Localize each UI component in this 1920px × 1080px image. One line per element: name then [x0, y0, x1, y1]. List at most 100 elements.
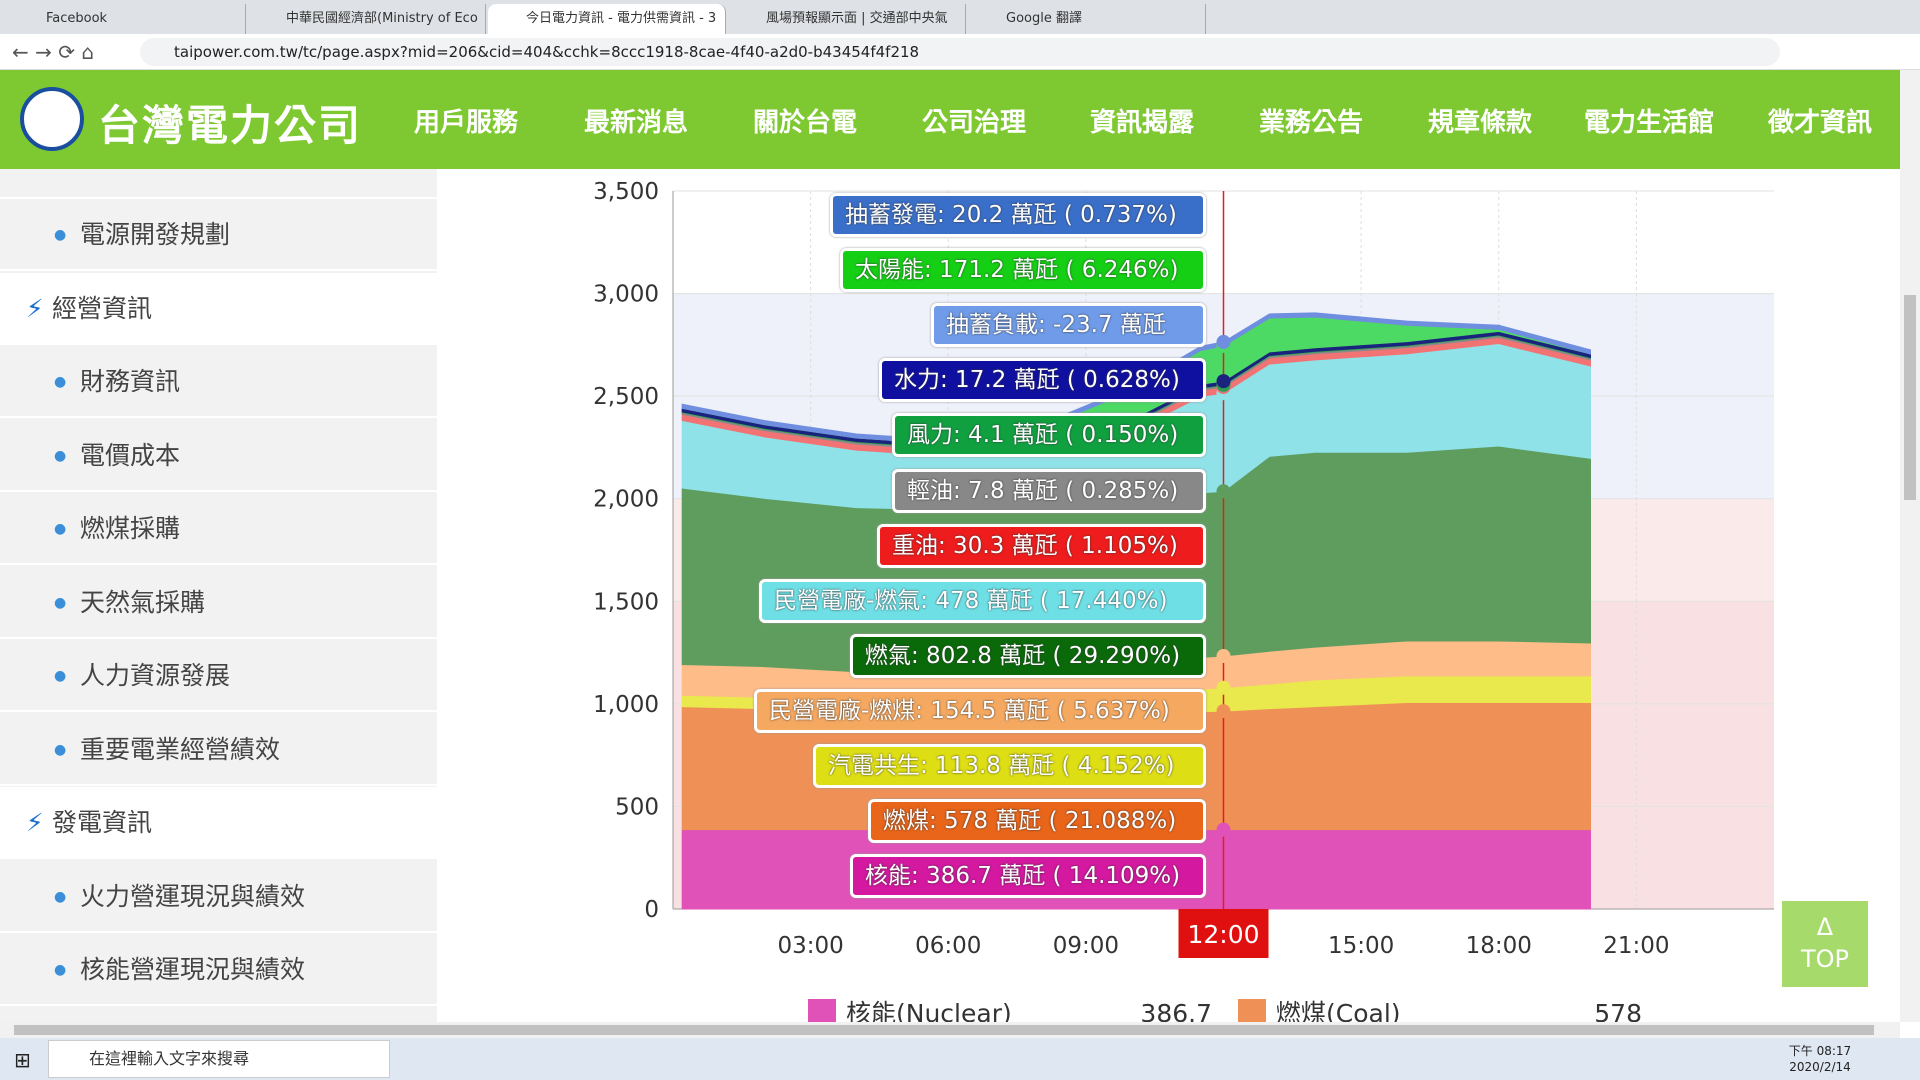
start-button[interactable]: ⊞	[14, 1048, 31, 1072]
sidebar-label: 燃煤採購	[80, 514, 181, 543]
tooltip-entry: 抽蓄負載: -23.7 萬瓩	[931, 303, 1206, 348]
sidebar-item[interactable]: ● 人力資源發展	[0, 640, 437, 712]
hover-dot	[1216, 649, 1231, 664]
legend-swatch	[1238, 999, 1266, 1022]
x-tick-label: 06:00	[915, 933, 981, 959]
top-button[interactable]: Δ TOP	[1782, 901, 1868, 987]
sidebar-label: 核能營運現況與績效	[80, 955, 306, 984]
tooltip-entry: 輕油: 7.8 萬瓩 ( 0.285%)	[892, 468, 1206, 513]
sidebar-item[interactable]: ● 電價成本	[0, 420, 437, 492]
nav-item[interactable]: 關於台電	[752, 108, 858, 138]
tooltip-entry: 水力: 17.2 萬瓩 ( 0.628%)	[879, 358, 1206, 403]
browser-tab[interactable]: Google 翻譯	[968, 4, 1206, 34]
y-tick-label: 0	[644, 897, 659, 923]
sidebar-item[interactable]: ● 火力營運現況與績效	[0, 861, 437, 933]
taskbar: ⊞ 在這裡輸入文字來搜尋 下午 08:17 2020/2/14	[0, 1038, 1920, 1080]
y-tick-label: 500	[615, 794, 659, 820]
hover-dot	[1216, 374, 1231, 389]
tooltip-entry: 重油: 30.3 萬瓩 ( 1.105%)	[877, 523, 1206, 568]
sidebar-item[interactable]: ● 財務資訊	[0, 346, 437, 418]
h-scrollbar[interactable]	[0, 1022, 1900, 1038]
nav-item[interactable]: 資訊揭露	[1089, 108, 1195, 138]
bullet: ●	[54, 962, 67, 978]
bolt-icon: ⚡	[26, 808, 44, 837]
browser-tab[interactable]: Facebook	[8, 4, 246, 34]
sidebar-item[interactable]: ● 天然氣採購	[0, 567, 437, 639]
nav-buttons[interactable]: ← → ⟳ ⌂	[12, 40, 95, 64]
tooltip-entry: 太陽能: 171.2 萬瓩 ( 6.246%)	[840, 248, 1206, 293]
clock-date[interactable]: 2020/2/14	[1789, 1060, 1851, 1074]
x-tick-label: 15:00	[1328, 933, 1394, 959]
browser-tab[interactable]: 中華民國經濟部(Ministry of Eco	[248, 4, 486, 34]
hover-dot	[1216, 704, 1231, 719]
crosshair-label: 12:00	[1187, 920, 1259, 949]
legend-label: 核能(Nuclear)	[846, 999, 1012, 1022]
tab-strip: Facebook 中華民國經濟部(Ministry of Eco 今日電力資訊 - …	[0, 0, 1920, 34]
top-arrow: Δ	[1816, 913, 1834, 941]
sidebar-label: 重要電業經營績效	[80, 734, 281, 764]
bullet: ●	[54, 668, 67, 684]
browser-tab[interactable]: 今日電力資訊 - 電力供需資訊 - 3	[488, 4, 726, 34]
x-tick-label: 21:00	[1603, 933, 1669, 959]
x-tick-label: 03:00	[777, 933, 843, 959]
legend-value: 578	[1594, 999, 1642, 1022]
crosshair-label-bg	[1178, 909, 1269, 958]
nav-item[interactable]: 公司治理	[921, 108, 1027, 138]
tooltip-entry: 汽電共生: 113.8 萬瓩 ( 4.152%)	[813, 744, 1206, 788]
sidebar-label: 電價成本	[80, 440, 181, 470]
sidebar-item[interactable]: ⚡ 發電資訊	[0, 787, 437, 859]
y-tick-label: 1,500	[593, 589, 659, 615]
legend-value: 386.7	[1140, 999, 1212, 1022]
legend-swatch	[808, 999, 836, 1022]
v-scrollbar[interactable]	[1900, 70, 1920, 1022]
bullet: ●	[54, 521, 67, 537]
top-label: TOP	[1800, 945, 1850, 973]
sidebar-item[interactable]: ● 燃煤採購	[0, 493, 437, 565]
site-header: 台灣電力公司 用戶服務 最新消息 關於台電 公司治理 資訊揭露 業務公告 規章條款 電力生活館…	[0, 70, 1920, 185]
logo-mark[interactable]	[20, 87, 84, 151]
bullet: ●	[54, 374, 67, 390]
nav-item[interactable]: 規章條款	[1427, 108, 1533, 138]
hover-dot	[1216, 822, 1231, 837]
nav-item[interactable]: 用戶服務	[413, 108, 519, 138]
sidebar-label: 人力資源發展	[80, 661, 231, 690]
y-tick-label: 2,000	[593, 487, 659, 513]
clock-time[interactable]: 下午 08:17	[1788, 1044, 1852, 1058]
legend-label: 燃煤(Coal)	[1276, 999, 1401, 1022]
y-tick-label: 2,500	[593, 384, 659, 410]
sidebar-label: 發電資訊	[52, 808, 153, 837]
sidebar-label: 經營資訊	[52, 293, 153, 323]
nav-item[interactable]: 最新消息	[583, 108, 689, 138]
x-tick-label: 18:00	[1466, 933, 1532, 959]
browser-tab[interactable]: 風場預報顯示面 | 交通部中央氣	[728, 4, 966, 34]
sidebar-item[interactable]: ⚡ 經營資訊	[0, 272, 437, 345]
sidebar-item[interactable]: ● 核能營運現況與績效	[0, 934, 437, 1006]
bullet: ●	[54, 888, 67, 905]
bolt-icon: ⚡	[26, 293, 44, 323]
sidebar-item[interactable]	[0, 169, 437, 199]
nav-item[interactable]: 電力生活館	[1583, 108, 1715, 138]
sidebar-label: 財務資訊	[80, 367, 181, 396]
sidebar-label: 天然氣採購	[80, 587, 206, 617]
sidebar-item[interactable]: ● 重要電業經營績效	[0, 714, 437, 786]
tooltip-entry: 抽蓄發電: 20.2 萬瓩 ( 0.737%)	[830, 193, 1206, 237]
bullet: ●	[54, 447, 67, 464]
tooltip-entry: 燃煤: 578 萬瓩 ( 21.088%)	[868, 799, 1206, 844]
sidebar-label: 電源開發規劃	[80, 220, 231, 249]
tooltip-entry: 燃氣: 802.8 萬瓩 ( 29.290%)	[850, 633, 1206, 678]
sidebar-label: 火力營運現況與績效	[80, 881, 306, 911]
logo-text[interactable]: 台灣電力公司	[98, 101, 363, 150]
hover-dot	[1216, 484, 1231, 499]
hover-dot	[1216, 334, 1231, 349]
nav-item[interactable]: 業務公告	[1258, 108, 1364, 138]
url-field[interactable]: taipower.com.tw/tc/page.aspx?mid=206&cid…	[140, 38, 1780, 66]
bullet: ●	[54, 227, 67, 243]
sidebar: ● 電源開發規劃 ⚡ 經營資訊 ● 財務資訊 ● 電價成本 ● 燃煤採購 ● 天然氣採購 ● 人力資源發展…	[0, 169, 437, 1022]
sidebar-item[interactable]: ● 電源開發規劃	[0, 199, 437, 271]
bullet: ●	[54, 594, 67, 611]
x-tick-label: 09:00	[1053, 933, 1119, 959]
tooltip-entry: 核能: 386.7 萬瓩 ( 14.109%)	[850, 854, 1206, 899]
nav-item[interactable]: 徵才資訊	[1767, 108, 1873, 138]
taskbar-search[interactable]: 在這裡輸入文字來搜尋	[48, 1040, 390, 1078]
